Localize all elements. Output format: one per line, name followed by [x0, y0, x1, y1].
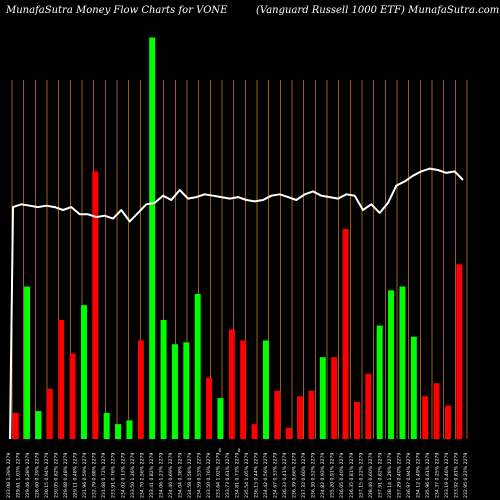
x-tick-label: 229.46 0.28% 2279 — [25, 453, 31, 498]
bar-down — [206, 377, 213, 439]
bar-up — [376, 325, 383, 439]
bar-up — [160, 320, 167, 439]
x-tick-label: 238.14 1.28% 2279 — [387, 453, 393, 498]
bar-up — [262, 340, 269, 439]
bar-up — [171, 344, 178, 439]
bar-down — [285, 427, 292, 439]
x-tick-label: 233.19 0.46% 2279 — [444, 453, 450, 498]
x-tick-label: 232.95 0.22% 2279 — [463, 453, 469, 498]
bar-down — [365, 373, 372, 439]
bar-down — [433, 383, 440, 439]
x-tick-label: 229.11 0.48% 2279 — [73, 453, 79, 498]
x-tick-label: 229.68 0.48% 2279 — [63, 453, 69, 498]
x-tick-label: 235.54 1.05% 2279 — [244, 453, 250, 498]
x-tick-label: 235.96 0.61% 2279 — [425, 453, 431, 498]
price-line — [9, 167, 464, 440]
bar-down — [422, 396, 429, 439]
bar-up — [194, 293, 201, 439]
x-tick-label: 236.97 0.94% 2279 — [406, 453, 412, 498]
x-tick-label: 233.50 1.26% 2279 — [130, 453, 136, 498]
bar-down — [137, 340, 144, 439]
x-tick-label: 230.05 0.82% 2279 — [54, 453, 60, 498]
x-tick-label: 237.15 0.22% 2279 — [358, 453, 364, 498]
bar-down — [444, 405, 451, 439]
bar-down — [69, 353, 76, 439]
bar-down — [308, 390, 315, 439]
x-tick-label: 236.35 0.81% 2279 — [349, 453, 355, 498]
bar-up — [24, 286, 31, 439]
x-tick-label: 234.46 0.69% 2279 — [168, 453, 174, 498]
bar-up — [103, 412, 110, 439]
bar-up — [217, 398, 224, 439]
bar-down — [12, 412, 19, 439]
bar-up — [319, 357, 326, 439]
bar-down — [456, 264, 463, 439]
x-tick-label: 237.91 0.82% 2279 — [377, 453, 383, 498]
bar-down — [46, 388, 53, 439]
x-tick-label: 231.96 0.59% 2279 — [82, 453, 88, 498]
bar-down — [58, 320, 65, 439]
x-tick-label: 237.29 0.40% 2279 — [396, 453, 402, 498]
x-tick-label: 238.46 0.60% 2279 — [368, 453, 374, 498]
bar-up — [126, 420, 133, 439]
x-tick-label: 236.13 0.44% 2279 — [254, 453, 260, 498]
x-tick-label: 237.32 0.60% 2279 — [301, 453, 307, 498]
chart-title-left: MunafaSutra Money Flow Charts for VONE — [6, 5, 228, 16]
x-tick-label: 233.73 0.61% 2279 — [225, 453, 231, 498]
x-tick-label: 236.39 0.66% 2279 — [292, 453, 298, 498]
x-tick-label: 234.37 0.25% 2279 — [434, 453, 440, 498]
bar-down — [228, 329, 235, 439]
bar-up — [149, 37, 156, 439]
x-tick-label: 233.41 0.82% 2279 — [149, 453, 155, 498]
x-tick-label: 228.60 0.39% 2279 — [35, 453, 41, 498]
x-tick-label: 235.20 0.91% 2279 — [330, 453, 336, 498]
x-tick-label: 233.91 0.76% 2279 — [111, 453, 117, 498]
x-tick-label: 232.79 0.98% 2279 — [92, 453, 98, 498]
bar-down — [240, 340, 247, 439]
x-tick-label: 236.33 0.41% 2279 — [282, 453, 288, 498]
x-tick-label: 234.59 0.53% 2279 — [196, 453, 202, 498]
x-tick-label: 234.04 0.38% 2279 — [177, 453, 183, 498]
bar-up — [388, 290, 395, 439]
x-tick-label: 233.64 1.02% 2279 — [215, 453, 221, 498]
x-tick-label: 234.67 0.33% 2279 — [273, 453, 279, 498]
x-tick-label: 234.82 0.93% 2279 — [320, 453, 326, 498]
x-tick-label: 234.58 0.58% 2279 — [187, 453, 193, 498]
bar-up — [80, 305, 87, 439]
bar-down — [353, 401, 360, 439]
x-tick-label: 233.50 0.76% 2279 — [206, 453, 212, 498]
x-tick-label: 234.70 1.56% 2279 — [139, 453, 145, 498]
marker-label: 0 — [218, 448, 221, 454]
x-tick-label: 233.08 1.39% 2279 — [6, 453, 12, 498]
x-tick-label: 236.30 0.52% 2279 — [311, 453, 317, 498]
x-tick-label: 234.81 0.73% 2279 — [235, 453, 241, 498]
bar-down — [342, 228, 349, 439]
x-tick-label: 234.06 1.23% 2279 — [158, 453, 164, 498]
x-tick-label: 229.61 1.03% 2279 — [16, 453, 22, 498]
x-tick-label: 233.92 0.81% 2279 — [453, 453, 459, 498]
bar-up — [399, 286, 406, 439]
bar-up — [115, 424, 122, 439]
bar-down — [92, 171, 99, 440]
chart-title-right: (Vanguard Russell 1000 ETF) MunafaSutra.… — [256, 5, 500, 16]
bar-down — [297, 396, 304, 439]
bar-down — [274, 390, 281, 439]
x-tick-label: 234.42 0.56% 2279 — [263, 453, 269, 498]
bar-up — [35, 411, 42, 439]
bar-up — [183, 342, 190, 439]
bar-down — [251, 424, 258, 439]
x-tick-label: 234.12 1.49% 2279 — [415, 453, 421, 498]
x-tick-label: 236.05 0.40% 2279 — [339, 453, 345, 498]
bar-down — [331, 357, 338, 439]
bar-up — [410, 336, 417, 439]
x-tick-label: 231.68 0.72% 2279 — [101, 453, 107, 498]
marker-label: 0 — [238, 448, 241, 454]
x-tick-label: 230.15 0.94% 2279 — [44, 453, 50, 498]
x-tick-label: 234.02 0.13% 2279 — [120, 453, 126, 498]
